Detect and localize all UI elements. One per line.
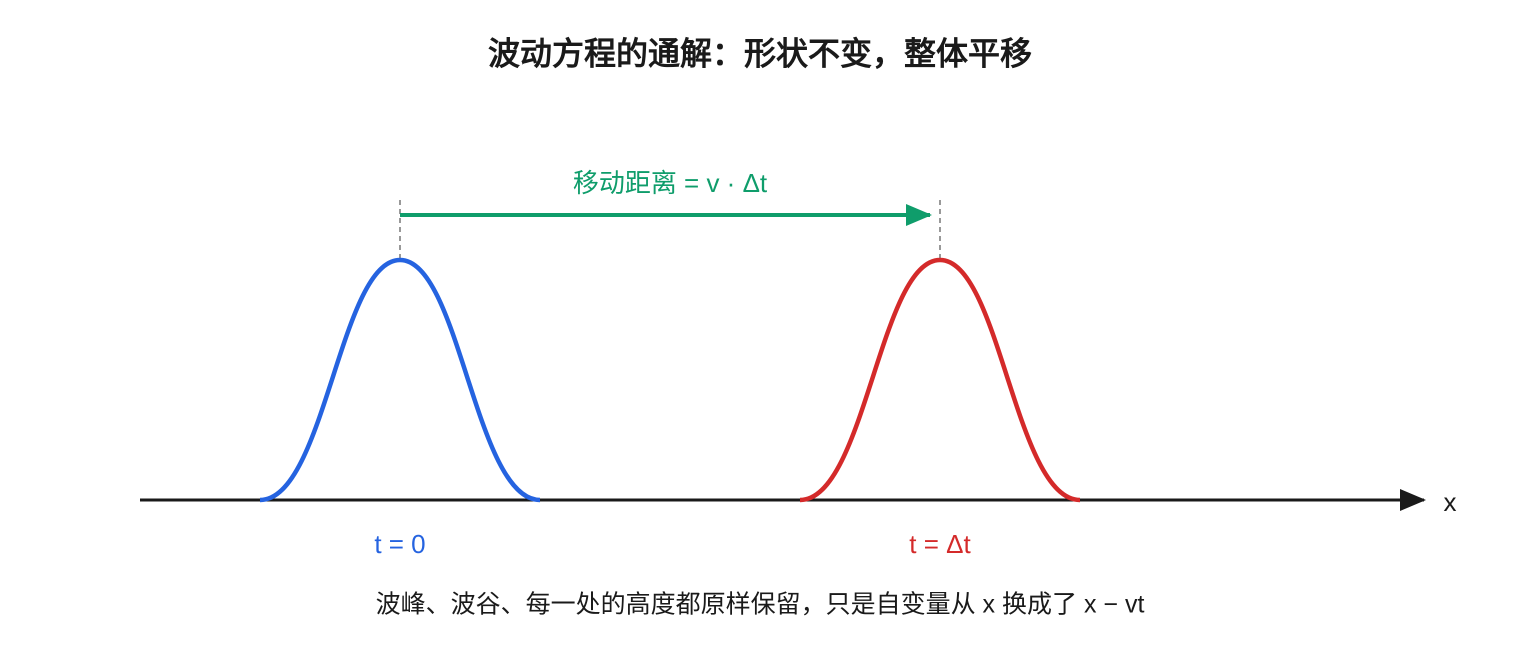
pulse-shifted [799,257,1081,503]
pulse-initial [259,257,541,503]
title: 波动方程的通解：形状不变，整体平移 [488,35,1032,71]
arrow-label: 移动距离 = v · Δt [573,168,768,198]
pulse-label: t = Δt [909,529,971,559]
caption: 波峰、波谷、每一处的高度都原样保留，只是自变量从 x 换成了 x − vt [376,591,1145,619]
pulse-label: t = 0 [374,529,425,559]
axis-label: x [1444,487,1457,517]
